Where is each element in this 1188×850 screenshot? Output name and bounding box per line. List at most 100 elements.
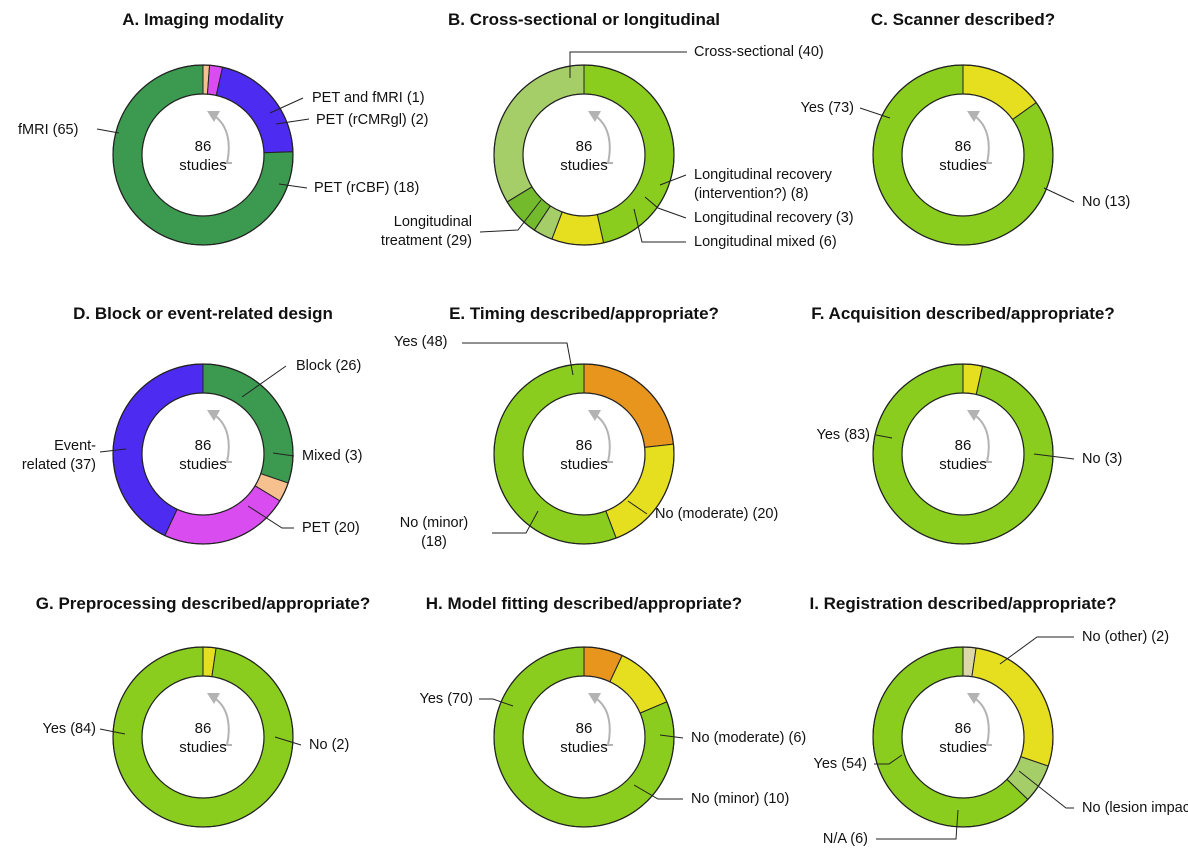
direction-arrow-icon <box>967 111 992 164</box>
direction-arrow-icon <box>967 693 992 746</box>
slice-label: Yes (73) <box>801 100 854 116</box>
slice-label: No (minor) (10) <box>691 791 789 807</box>
slice-label: Block (26) <box>296 358 361 374</box>
slice-label: No (13) <box>1082 194 1130 210</box>
center-count: 86 <box>955 437 972 454</box>
slice-label: Yes (70) <box>420 691 473 707</box>
center-caption: studies <box>560 157 608 174</box>
leader-line <box>99 728 126 735</box>
leader-line <box>999 636 1074 665</box>
donut-outer-ring <box>493 64 675 246</box>
slice-label: PET (rCMRgl) (2) <box>316 112 429 128</box>
panel-title: D. Block or event-related design <box>73 304 333 323</box>
leader-line <box>247 505 294 529</box>
panel-title: E. Timing described/appropriate? <box>449 304 719 323</box>
center-caption: studies <box>179 739 227 756</box>
center-caption: studies <box>939 456 987 473</box>
panel-i: I. Registration described/appropriate? 86… <box>809 594 1188 847</box>
leader-line <box>633 784 683 800</box>
slice-label: Event- <box>54 438 96 454</box>
leader-line <box>1033 453 1075 460</box>
leader-line <box>275 118 310 125</box>
donut-outer-ring <box>493 363 675 545</box>
leader-line <box>859 107 891 119</box>
panel-title: A. Imaging modality <box>122 10 284 29</box>
leader-line <box>875 434 893 439</box>
leader-line <box>1018 770 1074 809</box>
slice-label: No (minor) <box>400 515 468 531</box>
center-caption: studies <box>179 157 227 174</box>
center-count: 86 <box>576 437 593 454</box>
center-count: 86 <box>195 437 212 454</box>
center-caption: studies <box>560 739 608 756</box>
slice-label: PET (20) <box>302 520 360 536</box>
direction-arrow-icon <box>967 410 992 463</box>
donut-inner-ring <box>141 392 265 516</box>
leader-line <box>241 365 287 398</box>
slice-label: Longitudinal recovery (3) <box>694 210 854 226</box>
donut-outer-ring <box>112 646 294 828</box>
leader-line <box>278 183 308 189</box>
leader-line <box>627 500 648 515</box>
slice-label: No (lesion impact) (24) <box>1082 800 1188 816</box>
center-count: 86 <box>955 720 972 737</box>
slice-label: Longitudinal mixed (6) <box>694 234 837 250</box>
slice-label: Mixed (3) <box>302 448 362 464</box>
donut-outer-ring <box>872 646 1054 828</box>
panel-g: G. Preprocessing described/appropriate? 8… <box>36 594 370 828</box>
direction-arrow-icon <box>588 693 613 746</box>
slice-label: Yes (83) <box>817 427 870 443</box>
leader-line <box>874 754 903 765</box>
slice-label: (18) <box>421 534 447 550</box>
slice-label: PET (rCBF) (18) <box>314 180 419 196</box>
donut-outer-ring <box>112 363 294 545</box>
slice-label: No (moderate) (20) <box>655 506 778 522</box>
leader-line <box>99 448 127 453</box>
leader-line <box>96 128 120 134</box>
donut-inner-ring <box>901 675 1025 799</box>
center-caption: studies <box>939 157 987 174</box>
center-count: 86 <box>576 138 593 155</box>
donut-outer-ring <box>112 64 294 246</box>
slice-label: treatment (29) <box>381 233 472 249</box>
slice-label: fMRI (65) <box>18 122 78 138</box>
slice-label: No (other) (2) <box>1082 629 1169 645</box>
slice-label: Longitudinal <box>394 214 472 230</box>
direction-arrow-icon <box>207 410 232 463</box>
panel-b: B. Cross-sectional or longitudinal 86 stud… <box>381 10 854 250</box>
slice-label: related (37) <box>22 457 96 473</box>
slice-label: Cross-sectional (40) <box>694 44 824 60</box>
donut-inner-ring <box>901 93 1025 217</box>
center-count: 86 <box>195 138 212 155</box>
panel-f: F. Acquisition described/appropriate? 86 s… <box>811 304 1122 545</box>
leader-line <box>1043 187 1075 203</box>
center-caption: studies <box>939 739 987 756</box>
donut-inner-ring <box>141 675 265 799</box>
leader-line <box>659 174 687 186</box>
donut-inner-ring <box>522 675 646 799</box>
leader-line <box>269 97 304 114</box>
leader-line <box>479 698 514 707</box>
donut-inner-ring <box>141 93 265 217</box>
panel-title: G. Preprocessing described/appropriate? <box>36 594 370 613</box>
leader-line <box>644 196 687 219</box>
leader-line <box>272 452 295 457</box>
leader-line <box>274 736 302 746</box>
slice-label: N/A (6) <box>823 831 868 847</box>
direction-arrow-icon <box>207 111 232 164</box>
slice-label: No (3) <box>1082 451 1122 467</box>
leader-line <box>659 734 684 739</box>
panel-title: F. Acquisition described/appropriate? <box>811 304 1115 323</box>
leader-line <box>633 208 686 243</box>
slice-label: No (moderate) (6) <box>691 730 806 746</box>
direction-arrow-icon <box>207 693 232 746</box>
panel-title: C. Scanner described? <box>871 10 1055 29</box>
leader-line <box>479 199 542 233</box>
center-count: 86 <box>576 720 593 737</box>
leader-line <box>876 809 959 840</box>
panel-c: C. Scanner described? 86 studies No (13) Yes… <box>801 10 1130 246</box>
center-caption: studies <box>560 456 608 473</box>
slice-label: Yes (84) <box>43 721 96 737</box>
center-count: 86 <box>195 720 212 737</box>
